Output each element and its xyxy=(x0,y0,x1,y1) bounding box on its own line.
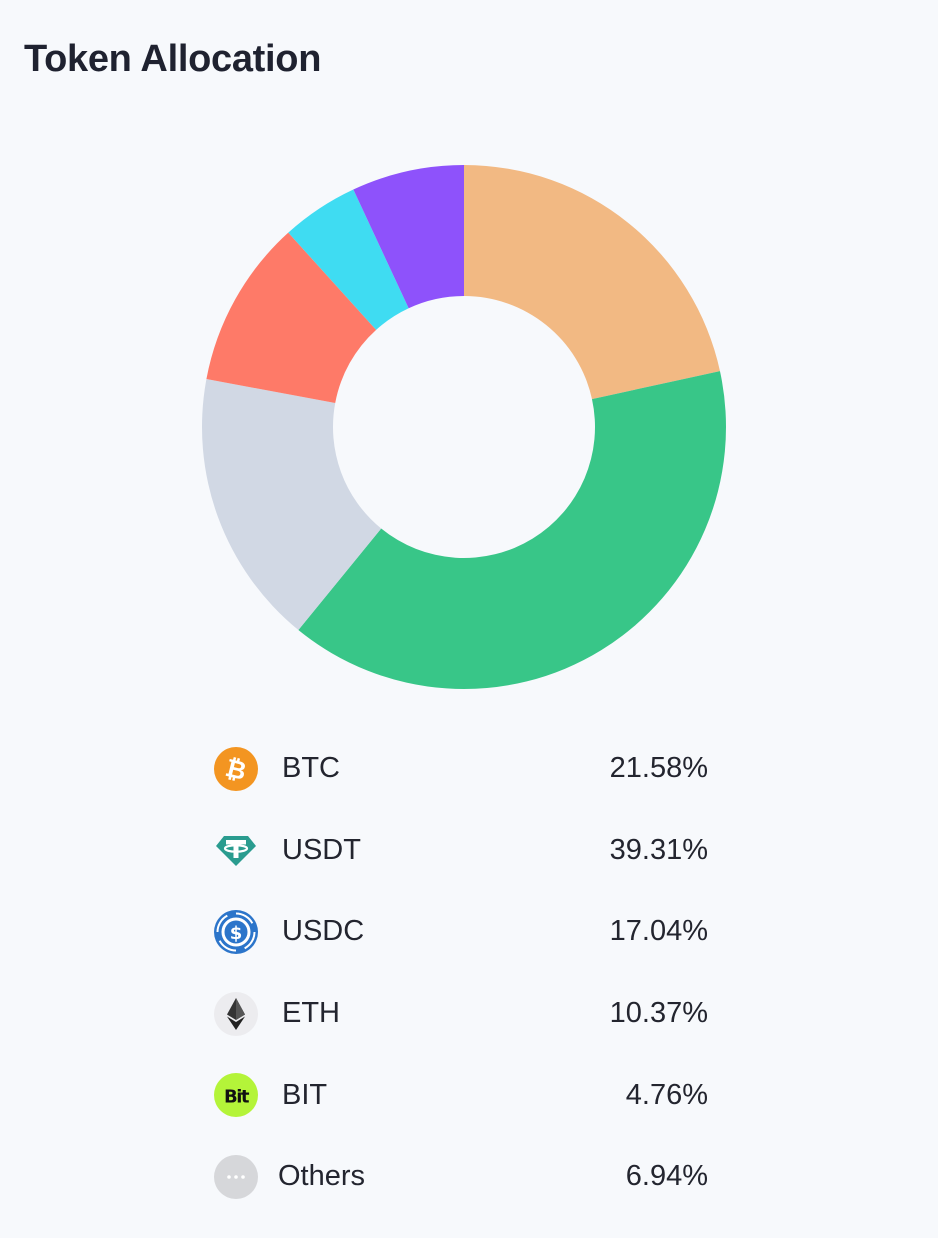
legend-value: 17.04% xyxy=(609,915,708,948)
legend-item-usdc: $ USDC 17.04% xyxy=(214,891,708,973)
slice-others[interactable] xyxy=(353,165,464,309)
legend-label: Others xyxy=(278,1160,366,1193)
legend-label: USDC xyxy=(282,915,365,948)
slice-eth[interactable] xyxy=(206,232,377,404)
legend: ₿ BTC 21.58% USDT 39.31% $ USDC 17.04% xyxy=(214,728,708,1218)
usdt-icon xyxy=(214,828,258,872)
legend-value: 10.37% xyxy=(609,997,708,1030)
usdc-icon: $ xyxy=(214,909,258,954)
bit-icon: Bit xyxy=(214,1073,258,1118)
btc-icon: ₿ xyxy=(214,746,258,791)
svg-text:₿: ₿ xyxy=(222,753,249,786)
slice-bit[interactable] xyxy=(288,189,409,330)
legend-item-btc: ₿ BTC 21.58% xyxy=(214,728,708,810)
legend-label: BTC xyxy=(282,752,340,785)
legend-value: 21.58% xyxy=(609,752,708,785)
slice-usdt[interactable] xyxy=(298,371,726,689)
legend-value: 4.76% xyxy=(625,1078,708,1111)
legend-item-bit: Bit BIT 4.76% xyxy=(214,1054,708,1136)
slice-usdc[interactable] xyxy=(202,379,382,631)
more-dots-icon xyxy=(214,1154,258,1199)
eth-icon xyxy=(214,991,258,1036)
legend-label: ETH xyxy=(282,997,340,1030)
legend-item-eth: ETH 10.37% xyxy=(214,973,708,1055)
legend-item-usdt: USDT 39.31% xyxy=(214,810,708,892)
legend-value: 39.31% xyxy=(609,833,708,866)
svg-text:Bit: Bit xyxy=(224,1087,250,1108)
slice-btc[interactable] xyxy=(464,165,720,400)
legend-value: 6.94% xyxy=(625,1160,708,1193)
legend-label: USDT xyxy=(282,833,361,866)
svg-text:$: $ xyxy=(230,923,243,944)
legend-item-others: Others 6.94% xyxy=(214,1136,708,1218)
legend-label: BIT xyxy=(282,1078,328,1111)
page-title: Token Allocation xyxy=(24,38,322,80)
donut-chart xyxy=(202,165,726,689)
